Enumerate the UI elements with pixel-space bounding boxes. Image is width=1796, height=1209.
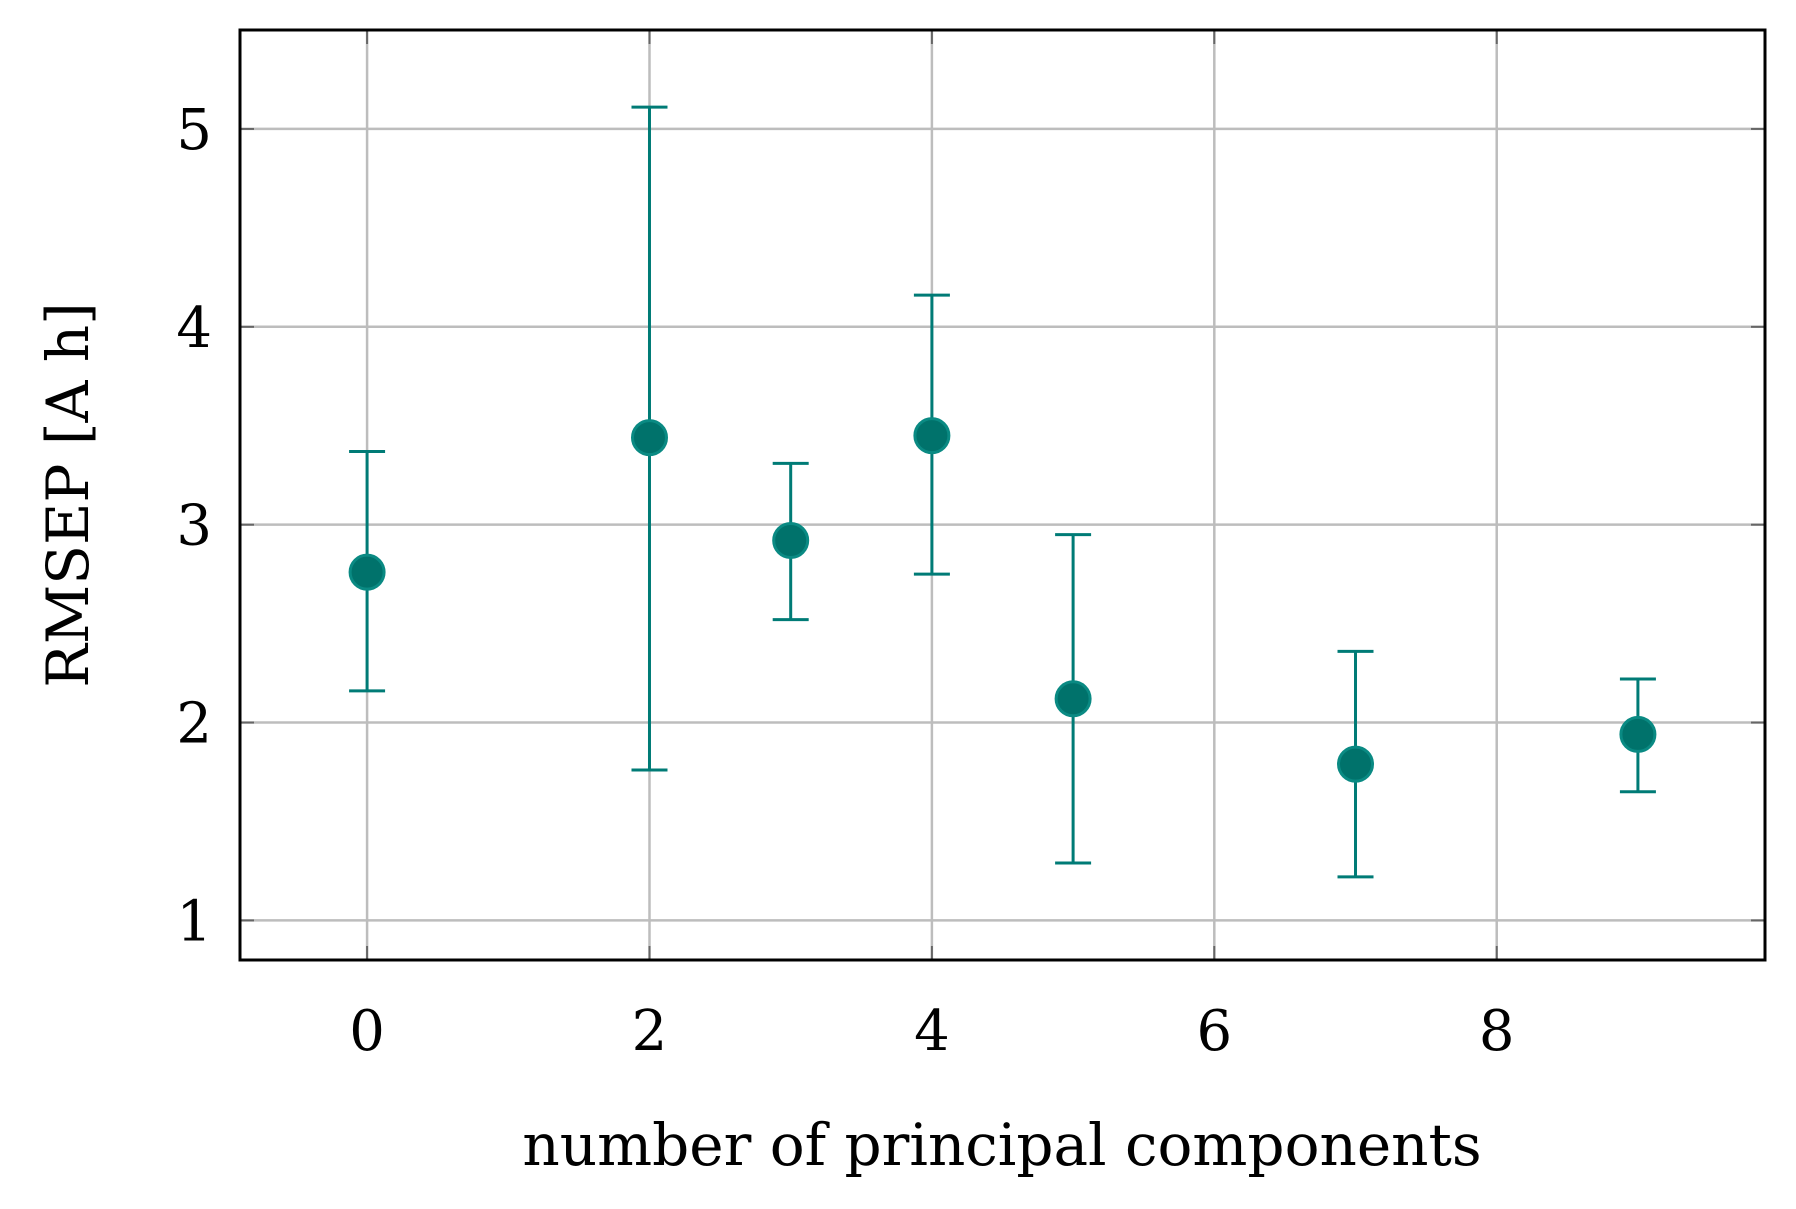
x-tick-label: 0 xyxy=(349,999,385,1064)
y-tick-label: 1 xyxy=(176,889,212,954)
data-point xyxy=(1337,745,1375,783)
data-point xyxy=(1619,715,1657,753)
x-tick-label: 4 xyxy=(914,999,950,1064)
grid-lines xyxy=(240,30,1765,960)
error-bars xyxy=(349,105,1656,879)
x-tick-label: 2 xyxy=(632,999,668,1064)
plot-frame xyxy=(238,28,1767,962)
data-point xyxy=(630,419,668,457)
y-tick-label: 4 xyxy=(176,296,212,361)
x-tick-label: 6 xyxy=(1196,999,1232,1064)
data-point xyxy=(348,553,386,591)
y-tick-labels: 1 2 3 4 5 xyxy=(176,98,212,954)
data-point xyxy=(913,417,951,455)
y-axis-label: RMSEP [A h] xyxy=(34,302,102,688)
y-tick-label: 5 xyxy=(176,98,212,163)
data-point xyxy=(1054,680,1092,718)
y-tick-label: 2 xyxy=(176,692,212,757)
data-points xyxy=(348,417,1657,783)
x-axis-label: number of principal components xyxy=(522,1111,1481,1179)
x-tick-label: 8 xyxy=(1479,999,1515,1064)
x-tick-labels: 0 2 4 6 8 xyxy=(349,999,1514,1064)
data-point xyxy=(772,522,810,560)
y-tick-label: 3 xyxy=(176,494,212,559)
